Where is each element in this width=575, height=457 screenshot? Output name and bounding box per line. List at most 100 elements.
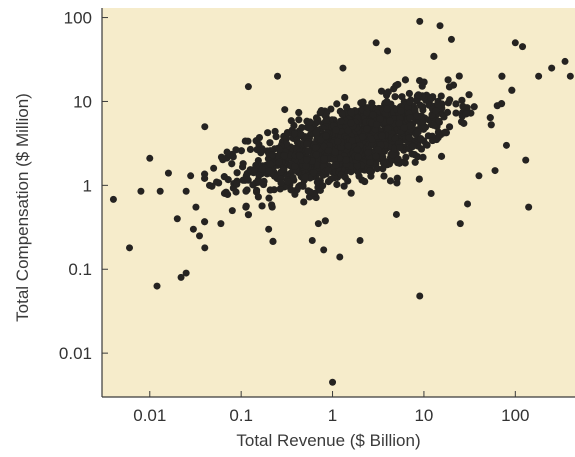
data-point (229, 153, 237, 161)
data-point (465, 91, 473, 99)
data-point (244, 176, 252, 184)
data-point (406, 98, 414, 106)
data-point (344, 142, 353, 150)
data-point (269, 237, 277, 245)
data-point (493, 102, 501, 110)
data-point (455, 72, 463, 80)
data-point (302, 162, 310, 170)
data-point (298, 123, 306, 132)
data-point (242, 203, 250, 211)
data-point (561, 57, 569, 65)
data-point (384, 47, 392, 55)
y-axis-title: Total Compensation ($ Million) (13, 93, 32, 322)
data-point (312, 151, 321, 159)
data-point (353, 145, 361, 154)
data-point (249, 181, 257, 189)
data-point (126, 244, 134, 252)
data-point (535, 72, 543, 80)
data-point (338, 110, 346, 118)
data-point (228, 207, 236, 215)
data-point (298, 181, 306, 190)
data-point (189, 225, 197, 233)
data-point (223, 148, 231, 156)
data-point (287, 186, 295, 194)
data-point (406, 122, 414, 130)
data-point (372, 39, 380, 47)
data-point (376, 115, 384, 123)
data-point (432, 107, 440, 115)
data-point (317, 107, 325, 115)
data-point (187, 172, 195, 180)
data-point (400, 124, 408, 132)
data-point (378, 132, 386, 140)
axes (101, 8, 575, 398)
data-point (522, 156, 530, 164)
data-point (266, 186, 274, 194)
data-point (331, 148, 339, 156)
data-point (384, 125, 392, 133)
data-point (519, 43, 527, 51)
data-point (303, 156, 311, 164)
data-point (336, 253, 344, 261)
data-point (300, 198, 308, 206)
data-point (233, 169, 241, 177)
data-point (265, 194, 273, 202)
data-point (437, 92, 445, 100)
data-point (460, 119, 468, 127)
data-point (486, 114, 494, 122)
x-tick-label: 0.1 (229, 406, 253, 425)
data-point (342, 156, 350, 164)
data-point (401, 76, 410, 84)
data-point (386, 177, 395, 185)
data-point (391, 93, 399, 101)
data-point (265, 225, 273, 233)
data-point (284, 178, 292, 186)
data-point (342, 103, 351, 111)
data-point (182, 269, 190, 277)
data-point (498, 72, 506, 80)
data-point (459, 102, 467, 111)
data-point (224, 176, 232, 184)
data-point (303, 140, 311, 148)
data-point (445, 83, 454, 91)
data-point (255, 140, 263, 148)
data-point (280, 152, 288, 160)
data-point (369, 111, 377, 119)
data-point (408, 143, 417, 151)
data-point (361, 177, 369, 186)
data-point (268, 201, 276, 209)
data-point (434, 133, 442, 142)
data-point (301, 173, 309, 181)
data-point (330, 174, 339, 182)
data-point (411, 151, 419, 159)
data-point (210, 164, 218, 172)
data-point (242, 187, 250, 195)
data-point (368, 135, 376, 143)
data-point (364, 149, 373, 157)
data-point (363, 109, 371, 117)
data-point (146, 154, 154, 162)
data-point (258, 165, 266, 173)
data-point (430, 121, 438, 129)
data-point (354, 168, 362, 176)
data-point (246, 145, 255, 154)
data-point (312, 119, 320, 127)
data-point (201, 218, 209, 226)
data-point (388, 156, 397, 164)
data-point (348, 137, 357, 145)
ticks: 0.01 0.1 1 10 100 0.01 0.1 1 10 100 (59, 9, 530, 425)
data-point (456, 220, 464, 228)
data-point (353, 162, 361, 170)
data-point (383, 105, 391, 113)
data-point (470, 103, 478, 111)
data-point (329, 378, 337, 386)
data-point (323, 108, 331, 117)
y-tick-label: 100 (64, 9, 92, 28)
data-point (435, 117, 443, 125)
data-point (395, 119, 403, 128)
data-point (414, 128, 422, 136)
data-point (334, 137, 342, 146)
data-point (304, 147, 312, 155)
data-point (416, 17, 424, 25)
data-point (414, 91, 422, 99)
